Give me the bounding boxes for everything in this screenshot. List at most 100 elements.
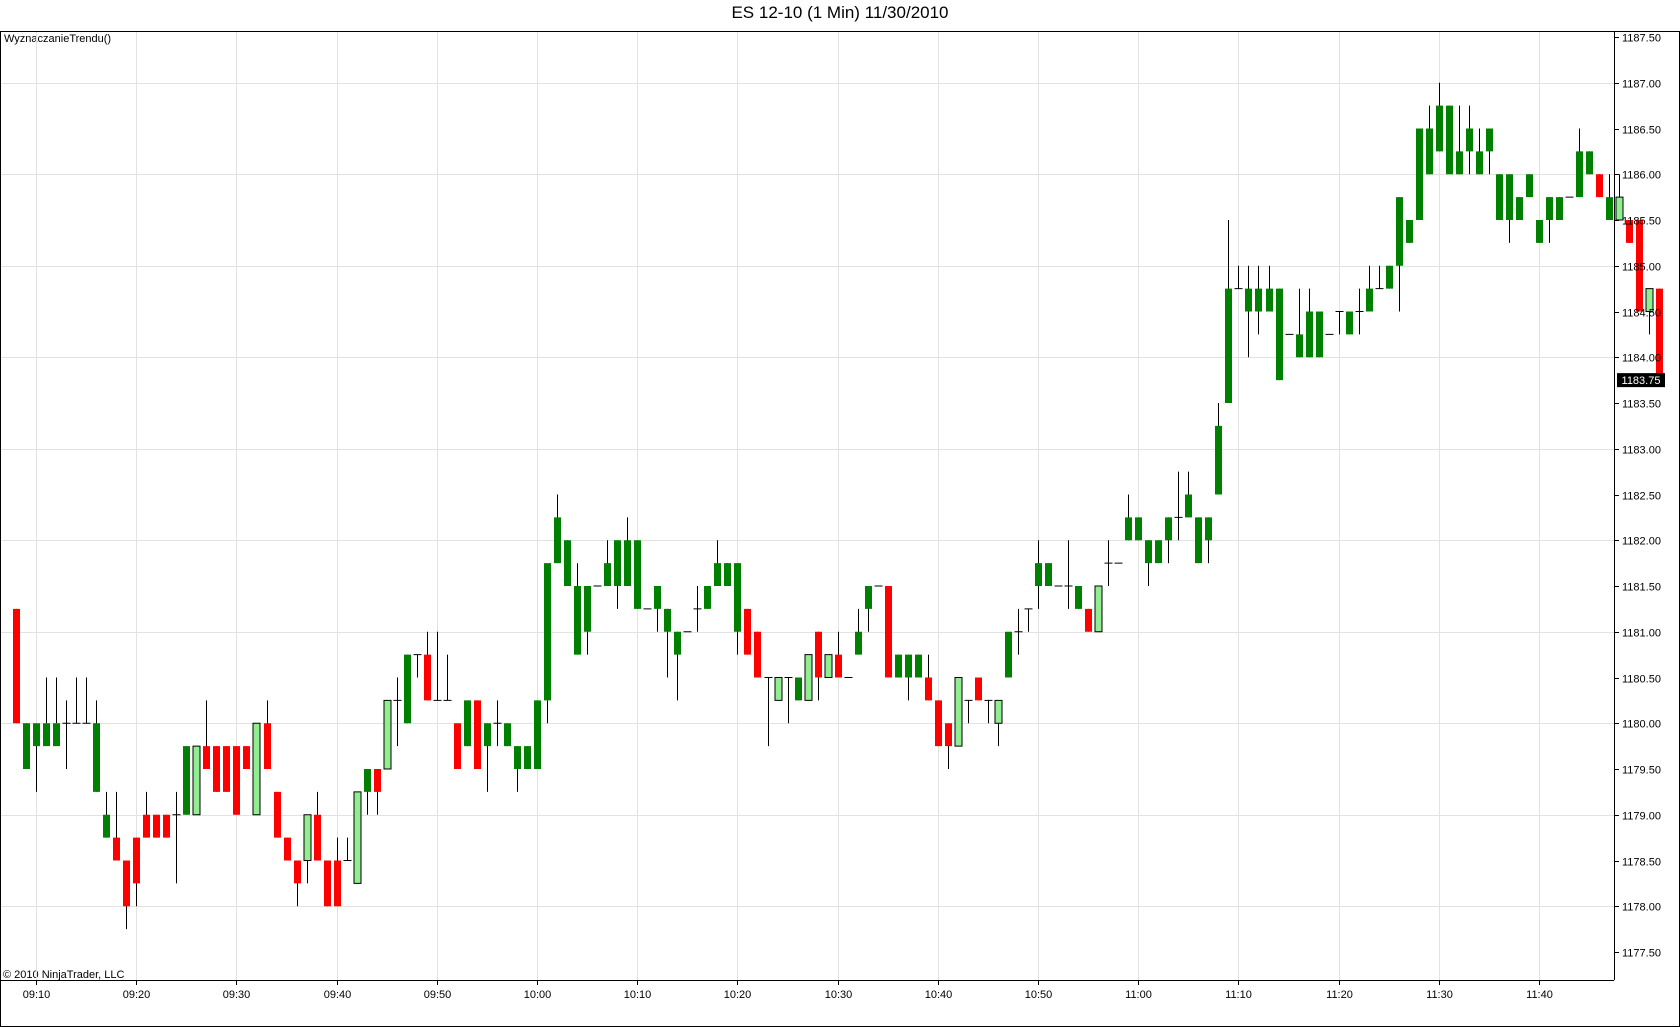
candle <box>1085 608 1092 632</box>
price-tick-label: 1180.00 <box>1622 719 1661 731</box>
candle <box>614 540 621 609</box>
candle <box>1094 585 1103 633</box>
candle <box>264 700 271 769</box>
candle-body <box>1094 585 1103 633</box>
time-tick-label: 11:40 <box>1526 989 1553 1001</box>
candle <box>274 791 281 838</box>
candle <box>484 723 491 792</box>
candle <box>1416 128 1423 220</box>
candle-body <box>1316 311 1323 358</box>
candle-body <box>133 837 140 884</box>
price-axis[interactable]: 1177.50 1178.00 1178.50 1179.00 1179.50 1180.… <box>1614 32 1665 980</box>
candle-body <box>1615 196 1624 221</box>
candle <box>1615 174 1624 221</box>
candle <box>664 608 671 678</box>
candle-body <box>1506 174 1513 220</box>
candle-body <box>314 814 321 861</box>
candle-body <box>1045 563 1052 586</box>
candle-body <box>324 860 331 907</box>
candle <box>693 586 702 632</box>
candle-body <box>13 608 20 724</box>
candle <box>654 586 661 632</box>
candle <box>454 723 461 769</box>
candle <box>774 677 783 701</box>
candle-body <box>1516 197 1523 220</box>
time-axis[interactable]: 09:10 09:20 09:30 09:40 09:50 10:00 10:10 10:20… <box>1 980 1614 1001</box>
candle-body <box>1486 128 1493 152</box>
candle-body <box>795 677 802 701</box>
candle <box>393 677 402 747</box>
candle <box>865 586 872 632</box>
price-tick-label: 1185.50 <box>1622 216 1661 228</box>
last-price-marker: 1183.75 <box>1617 373 1665 388</box>
price-tick-label: 1184.00 <box>1622 353 1661 365</box>
candle-body <box>203 746 210 769</box>
last-price-box <box>1617 373 1665 388</box>
candle <box>954 677 963 747</box>
candle <box>474 700 481 769</box>
candle-body <box>252 722 261 816</box>
price-tick-label: 1184.50 <box>1622 308 1661 320</box>
candle <box>915 654 922 678</box>
candle <box>1215 403 1222 495</box>
candle <box>93 700 100 792</box>
price-tick-label: 1183.50 <box>1622 399 1661 411</box>
candle <box>1346 311 1353 335</box>
candle <box>243 746 250 769</box>
candle <box>13 608 20 724</box>
candle-body <box>915 654 922 678</box>
candle <box>203 700 210 769</box>
candle <box>133 837 140 907</box>
candle <box>734 563 741 655</box>
candle <box>1165 517 1172 564</box>
candle <box>764 677 773 747</box>
candle <box>383 699 392 770</box>
candle <box>1606 174 1613 220</box>
candle-body <box>1135 517 1142 541</box>
candle-body <box>815 631 822 678</box>
candle-body <box>514 746 521 769</box>
candle <box>33 723 40 792</box>
candle-body <box>714 563 721 586</box>
candle <box>945 723 952 769</box>
candle <box>1596 174 1603 198</box>
chart-title: ES 12-10 (1 Min) 11/30/2010 <box>731 3 949 22</box>
candle-body <box>1466 128 1473 152</box>
candle <box>1276 288 1283 381</box>
candle-body <box>804 654 813 701</box>
candle <box>714 540 721 586</box>
candle <box>964 699 973 724</box>
price-tick-label: 1178.00 <box>1622 902 1661 914</box>
candle-body <box>143 814 150 838</box>
candle <box>1266 265 1273 312</box>
candle-body <box>153 814 160 838</box>
price-tick-label: 1186.00 <box>1622 170 1661 182</box>
candle-body <box>564 540 571 586</box>
candle <box>172 791 181 884</box>
candle <box>443 654 452 701</box>
candle <box>885 586 892 678</box>
candle-body <box>925 677 932 701</box>
candle-body <box>474 700 481 769</box>
candle <box>1335 311 1344 335</box>
candle-body <box>1436 105 1443 152</box>
candle-body <box>93 723 100 792</box>
candle <box>564 540 571 586</box>
candle <box>1476 128 1483 175</box>
candle <box>1306 288 1313 358</box>
candle-body <box>284 837 291 861</box>
candle <box>223 746 230 792</box>
candle <box>324 860 331 907</box>
candle-body <box>274 791 281 838</box>
candle <box>1456 105 1463 175</box>
candle-body <box>895 654 902 678</box>
candle <box>433 631 442 701</box>
candle <box>795 677 802 701</box>
candle <box>493 700 502 747</box>
candle-body <box>464 700 471 747</box>
candle <box>192 745 201 816</box>
candle <box>143 791 150 838</box>
candle-body <box>53 723 60 747</box>
candle-body <box>905 654 912 678</box>
